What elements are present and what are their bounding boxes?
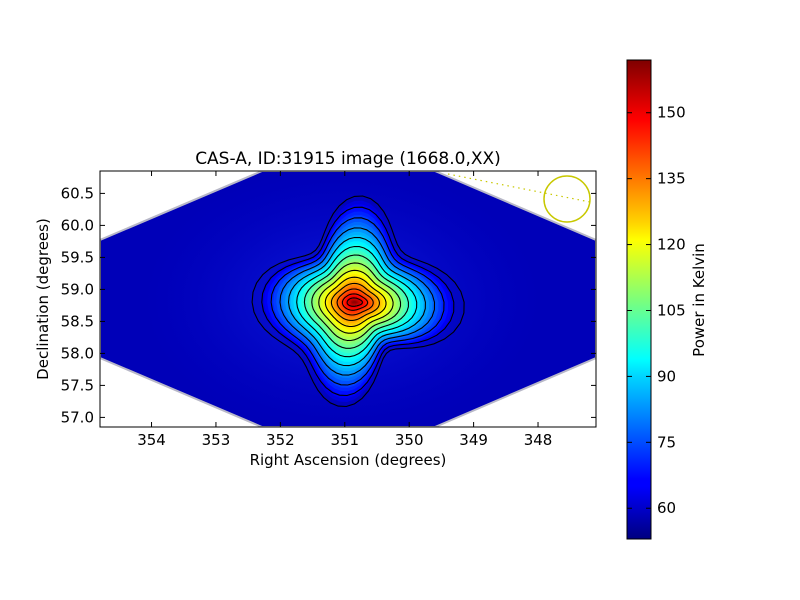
- y-tick-label: 57.5: [61, 376, 94, 394]
- contour-line: [303, 254, 409, 349]
- x-axis-label: Right Ascension (degrees): [250, 451, 447, 469]
- colorbar-tick-label: 60: [657, 499, 676, 517]
- beam-marker: [543, 175, 591, 223]
- heat-layers: [260, 200, 455, 402]
- contour-lines: [251, 195, 465, 408]
- x-axis-ticks: 354 353 352 351 350 349 348: [137, 171, 552, 449]
- x-tick-label: 349: [459, 431, 488, 449]
- colorbar-tick-label: 150: [657, 104, 686, 122]
- colorbar-tick-label: 90: [657, 367, 676, 385]
- plot-frame: [99, 170, 597, 428]
- y-axis-label: Declination (degrees): [34, 218, 52, 380]
- heatmap-image: [100, 171, 596, 427]
- colorbar-tick-label: 105: [657, 301, 686, 319]
- contour-line: [296, 245, 418, 358]
- y-tick-label: 60.5: [61, 184, 94, 202]
- colorbar-tick-label: 135: [657, 170, 686, 188]
- contour-line: [330, 282, 380, 321]
- colorbar-label: Power in Kelvin: [690, 243, 708, 357]
- x-tick-label: 354: [137, 431, 166, 449]
- colorbar-ticks: 60 75 90 105 120 135 150: [627, 104, 686, 517]
- contour-line: [346, 297, 363, 307]
- colorbar-tick-label: 75: [657, 433, 676, 451]
- y-tick-label: 59.0: [61, 280, 94, 298]
- x-tick-label: 352: [266, 431, 295, 449]
- contour-line: [318, 269, 394, 334]
- y-tick-label: 58.5: [61, 312, 94, 330]
- colorbar-tick-label: 120: [657, 236, 686, 254]
- contour-line: [341, 293, 369, 311]
- colorbar: [626, 59, 652, 540]
- contour-line: [251, 195, 465, 408]
- chart-title: CAS-A, ID:31915 image (1668.0,XX): [195, 149, 501, 169]
- heat-level: [352, 301, 357, 304]
- beam-trail: [447, 173, 591, 203]
- x-tick-label: 353: [202, 431, 231, 449]
- x-tick-label: 350: [395, 431, 424, 449]
- contour-line: [261, 206, 455, 397]
- x-tick-label: 348: [524, 431, 553, 449]
- contour-line: [270, 217, 445, 386]
- contour-line: [311, 262, 402, 342]
- contour-line: [336, 288, 374, 316]
- contour-line: [279, 227, 436, 376]
- y-tick-label: 58.0: [61, 344, 94, 362]
- y-tick-label: 57.0: [61, 408, 94, 426]
- y-tick-label: 60.0: [61, 216, 94, 234]
- contour-line: [287, 236, 426, 367]
- y-tick-label: 59.5: [61, 248, 94, 266]
- contour-line: [324, 276, 387, 328]
- x-tick-label: 351: [330, 431, 359, 449]
- y-axis-ticks: 57.0 57.5 58.0 58.5 59.0 59.5 60.0 60.5: [61, 184, 596, 426]
